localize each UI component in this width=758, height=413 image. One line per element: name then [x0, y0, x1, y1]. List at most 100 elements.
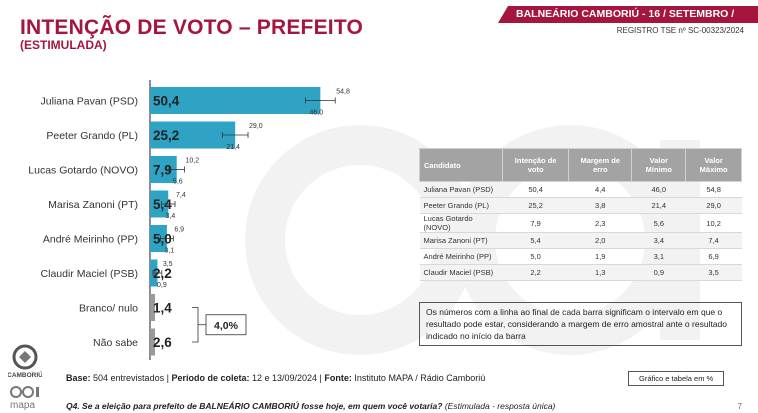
bar	[150, 225, 167, 252]
min-label: 5,6	[173, 179, 183, 186]
category-label: Marisa Zanoni (PT)	[48, 199, 138, 211]
min-label: 3,4	[165, 213, 175, 220]
page-number: 7	[737, 402, 742, 411]
table-cell: 10,2	[685, 213, 742, 233]
table-cell: 50,4	[502, 181, 569, 198]
page-title: INTENÇÃO DE VOTO – PREFEITO	[20, 16, 364, 39]
table-cell: 6,9	[685, 248, 742, 265]
value-label: 50,4	[153, 94, 180, 109]
table-cell: 3,1	[631, 248, 686, 265]
min-label: 21,4	[226, 144, 240, 151]
question-text: Q4. Se a eleição para prefeito de BALNEÁ…	[66, 401, 555, 411]
table-header: Intenção de voto	[502, 148, 570, 182]
category-label: Peeter Grando (PL)	[46, 130, 138, 142]
max-label: 54,8	[336, 89, 350, 96]
table-cell: 3,8	[568, 197, 632, 214]
table-cell: Claudir Maciel (PSB)	[419, 264, 503, 281]
fonte-label: Fonte:	[324, 373, 352, 383]
bracket-label: 4,0%	[214, 320, 239, 332]
base-value: 504 entrevistados |	[93, 373, 169, 383]
table-cell: Marisa Zanoni (PT)	[419, 232, 503, 249]
mapa-logo: mapa	[10, 386, 39, 411]
table-cell: Peeter Grando (PL)	[419, 197, 503, 214]
table-cell: 21,4	[631, 197, 686, 214]
value-label: 5,4	[153, 197, 172, 212]
question-main: Q4. Se a eleição para prefeito de BALNEÁ…	[66, 401, 443, 411]
category-label: André Meirinho (PP)	[43, 234, 138, 246]
vote-intention-chart: Juliana Pavan (PSD) 50,4 54,8 46,0 Peeter Gr…	[28, 80, 350, 360]
periodo-label: Período de coleta:	[171, 373, 250, 383]
bracket-box	[205, 314, 247, 336]
table-header-row: Candidato Intenção de voto Margem de err…	[418, 148, 742, 182]
table-cell: 2,2	[502, 264, 569, 281]
camboriu-logo: CAMBORIÚ	[8, 344, 42, 379]
periodo-value: 12 e 13/09/2024 |	[251, 373, 322, 383]
min-label: 0,9	[157, 282, 167, 289]
max-label: 10,2	[185, 158, 199, 165]
bar	[150, 87, 321, 114]
mapa-logo-text: mapa	[10, 400, 35, 411]
page-subtitle: (ESTIMULADA)	[20, 38, 107, 52]
category-label: Lucas Gotardo (NOVO)	[28, 165, 138, 177]
table-cell: 25,2	[502, 197, 569, 214]
table-row: Marisa Zanoni (PT) 5,4 2,0 3,4 7,4	[419, 232, 742, 249]
question-suffix: (Estimulada - resposta única)	[444, 401, 556, 411]
table-cell: 46,0	[631, 181, 686, 198]
interval-note: Os números com a linha ao final de cada …	[419, 302, 742, 346]
table-cell: 5,6	[631, 213, 686, 233]
max-label: 3,5	[163, 261, 173, 268]
value-label: 2,6	[153, 335, 172, 350]
table-header: Valor Mínimo	[631, 148, 687, 182]
table-cell: 5,4	[502, 232, 569, 249]
base-label: Base:	[66, 373, 91, 383]
bar	[150, 190, 169, 218]
location-date-banner: BALNEÁRIO CAMBORIÚ - 16 / SETEMBRO / 202…	[498, 6, 758, 37]
table-header: Margem de erro	[568, 148, 633, 182]
table-row: Peeter Grando (PL) 25,2 3,8 21,4 29,0	[419, 197, 742, 214]
table-row: Juliana Pavan (PSD) 50,4 4,4 46,0 54,8	[419, 181, 742, 198]
table-cell: 3,4	[631, 232, 686, 249]
table-cell: 3,5	[685, 264, 742, 281]
footer-info: Base: 504 entrevistados | Período de col…	[66, 373, 485, 383]
category-label: Não sabe	[93, 337, 138, 349]
table-cell: 1,9	[568, 248, 632, 265]
table-cell: Lucas Gotardo (NOVO)	[419, 213, 503, 233]
camboriu-logo-text: CAMBORIÚ	[8, 370, 42, 379]
table-cell: 54,8	[685, 181, 742, 198]
bar	[150, 121, 236, 149]
table-row: Claudir Maciel (PSB) 2,2 1,3 0,9 3,5	[419, 264, 742, 281]
bracket	[192, 307, 206, 343]
table-cell: 1,3	[568, 264, 632, 281]
table-cell: 2,0	[568, 232, 632, 249]
table-cell: 4,4	[568, 181, 632, 198]
max-label: 29,0	[249, 123, 263, 130]
results-table: Candidato Intenção de voto Margem de err…	[418, 148, 742, 281]
chart-unit-note: Gráfico e tabela em %	[628, 371, 725, 386]
bar	[150, 294, 155, 321]
table-cell: 29,0	[685, 197, 742, 214]
table-cell: 5,0	[502, 248, 569, 265]
fonte-value: Instituto MAPA / Rádio Camboriú	[354, 373, 486, 383]
max-label: 6,9	[174, 227, 184, 234]
min-label: 3,1	[164, 248, 174, 255]
value-label: 2,2	[153, 266, 172, 281]
table-cell: 7,9	[502, 213, 569, 233]
registro-tse: REGISTRO TSE nº SC-00323/2024	[616, 26, 744, 35]
max-label: 7,4	[176, 192, 186, 199]
table-row: Lucas Gotardo (NOVO) 7,9 2,3 5,6 10,2	[419, 213, 742, 233]
table-header: Candidato	[418, 148, 504, 182]
category-label: Branco/ nulo	[79, 303, 138, 315]
value-label: 5,0	[153, 232, 172, 247]
category-label: Juliana Pavan (PSD)	[41, 96, 138, 108]
table-cell: 0,9	[631, 264, 686, 281]
category-label: Claudir Maciel (PSB)	[41, 268, 138, 280]
table-header: Valor Máximo	[685, 148, 742, 182]
value-label: 7,9	[153, 163, 172, 178]
table-cell: 2,3	[568, 213, 632, 233]
value-label: 1,4	[153, 301, 172, 316]
table-row: André Meirinho (PP) 5,0 1,9 3,1 6,9	[419, 248, 742, 265]
bar	[150, 328, 155, 356]
min-label: 46,0	[309, 110, 323, 117]
table-cell: 7,4	[685, 232, 742, 249]
value-label: 25,2	[153, 128, 179, 143]
